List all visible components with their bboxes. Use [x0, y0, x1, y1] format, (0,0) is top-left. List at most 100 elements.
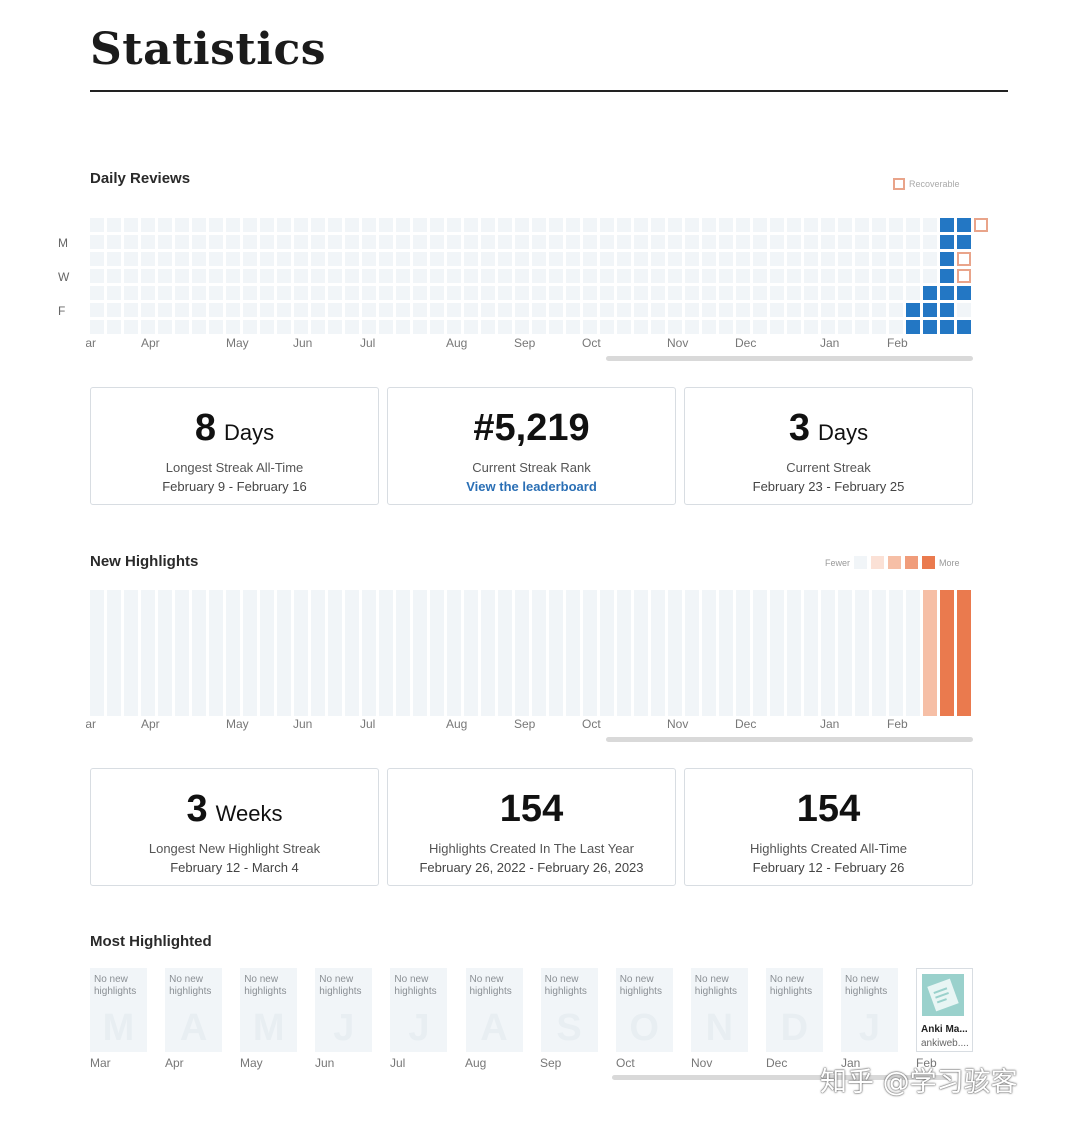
heatmap-cell: [379, 303, 393, 317]
highlight-week-bar: [770, 590, 784, 716]
heatmap-cell-recoverable: [957, 269, 971, 283]
heatmap-cell: [430, 286, 444, 300]
heatmap-cell: [226, 286, 240, 300]
current-streak-label: Current Streak: [786, 460, 871, 475]
heatmap-cell: [906, 252, 920, 266]
month-watermark-letter: A: [480, 1007, 508, 1049]
heatmap-cell: [685, 252, 699, 266]
highlight-week-bar: [736, 590, 750, 716]
highlight-week-bar: [328, 590, 342, 716]
heatmap-cell: [226, 235, 240, 249]
heatmap-cell: [787, 320, 801, 334]
heatmap-cell: [328, 235, 342, 249]
heatmap-cell: [668, 235, 682, 249]
highlight-week-bar: [277, 590, 291, 716]
heatmap-cell: [702, 286, 716, 300]
heatmap-cell: [90, 252, 104, 266]
heatmap-cell: [226, 218, 240, 232]
heatmap-cell: [957, 218, 971, 232]
month-label: Feb: [916, 1056, 937, 1070]
heatmap-cell: [124, 235, 138, 249]
no-highlights-text: No new highlights: [394, 974, 437, 997]
heatmap-cell: [940, 235, 954, 249]
heatmap-cell: [226, 303, 240, 317]
heatmap-cell: [260, 286, 274, 300]
month-thumbnail: J No new highlights: [315, 968, 373, 1052]
highlight-week-bar: [430, 590, 444, 716]
most-highlighted-row: Anki Ma... ankiweb.... M No new highlight…: [90, 968, 980, 1052]
heatmap-cell: [702, 218, 716, 232]
heatmap-cell: [481, 252, 495, 266]
legend-fewer-label: Fewer: [825, 557, 851, 568]
heatmap-cell: [464, 235, 478, 249]
month-label: May: [226, 717, 249, 731]
heatmap-cell: [719, 218, 733, 232]
month-watermark-letter: M: [252, 1007, 285, 1049]
heatmap-cell: [277, 218, 291, 232]
heatmap-cell: [243, 286, 257, 300]
heatmap-cell: [753, 320, 767, 334]
heatmap-cell: [770, 303, 784, 317]
heatmap-cell: [600, 218, 614, 232]
heatmap-cell: [209, 286, 223, 300]
heatmap-cell: [787, 235, 801, 249]
most-highlighted-scrollbar[interactable]: [612, 1075, 952, 1080]
no-highlights-text: No new highlights: [544, 974, 587, 997]
heatmap-cell: [872, 320, 886, 334]
heatmap-cell: [651, 303, 665, 317]
heatmap-cell: [668, 320, 682, 334]
heatmap-cell: [736, 286, 750, 300]
heatmap-cell: [328, 218, 342, 232]
heatmap-cell: [396, 218, 410, 232]
heatmap-cell: [447, 303, 461, 317]
month-label: Sep: [514, 717, 536, 731]
heatmap-cell: [141, 286, 155, 300]
heatmap-cell: [243, 269, 257, 283]
heatmap-cell: [685, 218, 699, 232]
new-highlights-scrollbar[interactable]: [606, 737, 973, 742]
heatmap-cell: [328, 303, 342, 317]
heatmap-cell: [702, 320, 716, 334]
site-watermark: 知乎 @学习骇客: [820, 1067, 1018, 1098]
heatmap-cell: [124, 286, 138, 300]
legend-more-label: More: [939, 557, 960, 568]
heatmap-cell: [532, 303, 546, 317]
heatmap-cell: [923, 269, 937, 283]
heatmap-cell: [260, 235, 274, 249]
longest-streak-value: 8: [194, 407, 216, 449]
heatmap-cell: [141, 269, 155, 283]
month-label: Jul: [360, 717, 376, 731]
heatmap-cell: [600, 235, 614, 249]
heatmap-cell: [379, 218, 393, 232]
highlight-week-bar: [311, 590, 325, 716]
no-highlights-text: No new highlights: [694, 974, 738, 997]
heatmap-cell: [668, 286, 682, 300]
heatmap-cell: [192, 235, 206, 249]
heatmap-cell: [719, 320, 733, 334]
no-highlights-text: No new highlights: [469, 974, 512, 997]
highlight-week-bar: [566, 590, 580, 716]
heatmap-cell: [294, 286, 308, 300]
book-thumbnail[interactable]: Anki Ma... ankiweb....: [916, 968, 973, 1052]
heatmap-cell: [855, 218, 869, 232]
month-label: Mar: [86, 336, 96, 350]
no-highlights-text: No new highlights: [244, 974, 287, 997]
view-leaderboard-link[interactable]: View the leaderboard: [466, 479, 597, 494]
heatmap-cell: [617, 303, 631, 317]
heatmap-cell: [906, 303, 920, 317]
heatmap-cell: [124, 320, 138, 334]
heatmap-cell: [243, 252, 257, 266]
highlight-week-bar: [634, 590, 648, 716]
daily-reviews-scrollbar[interactable]: [606, 356, 973, 361]
highlight-week-bar: [719, 590, 733, 716]
heatmap-cell: [107, 218, 121, 232]
highlight-week-bar: [957, 590, 971, 716]
heatmap-cell: [855, 235, 869, 249]
heatmap-cell: [260, 269, 274, 283]
month-label: Nov: [667, 336, 689, 350]
highlight-week-bar: [107, 590, 121, 716]
heatmap-cell: [549, 252, 563, 266]
most-highlighted-title: Most Highlighted: [90, 933, 212, 950]
heatmap-cell: [107, 286, 121, 300]
heatmap-cell: [804, 269, 818, 283]
